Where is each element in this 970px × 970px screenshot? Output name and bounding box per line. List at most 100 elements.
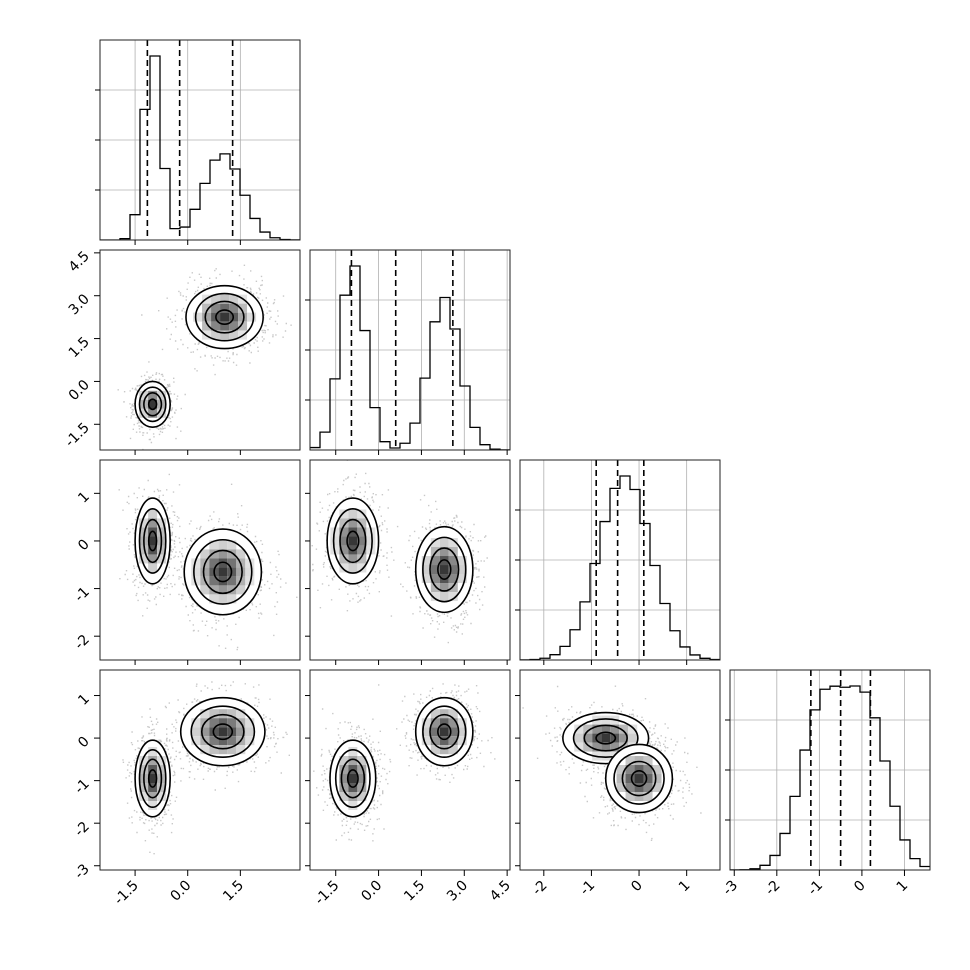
density-cell (218, 736, 228, 746)
density-cell (339, 783, 349, 793)
xtick-label-0-2: 1.5 (220, 878, 247, 905)
density-cell (202, 303, 212, 313)
density-cell (339, 563, 349, 573)
contour-3-2-0-1 (572, 718, 639, 759)
density-cell (610, 742, 620, 752)
density-cell (357, 554, 367, 564)
contour-2-1-0-0 (326, 497, 380, 585)
xtick-label-3-1: -2 (762, 878, 783, 899)
contour-2-0-0-3 (147, 530, 158, 552)
histogram-2 (520, 475, 720, 660)
density-cell (448, 709, 458, 719)
density-cell (628, 733, 638, 743)
ytick-label-3-3: 0 (75, 734, 93, 752)
density-cell (457, 574, 467, 584)
density-cell (339, 527, 349, 537)
density-cell (430, 736, 440, 746)
density-cell (236, 585, 246, 595)
density-cell (439, 565, 449, 575)
density-cell (157, 783, 167, 793)
density-cell (139, 783, 149, 793)
density-panel-1-0 (117, 264, 292, 450)
density-cell (148, 408, 158, 418)
density-panel-3-1 (313, 683, 496, 842)
contour-1-0-1-2 (204, 300, 245, 334)
density-cell (191, 718, 201, 728)
density-cell (448, 736, 458, 746)
density-cell (357, 765, 367, 775)
contour-3-1-1-0 (414, 696, 474, 767)
density-cell (457, 736, 467, 746)
frame-1-0 (99, 249, 301, 451)
contour-1-0-1-0 (185, 284, 264, 350)
histogram-panel-3 (730, 670, 930, 870)
density-cell (157, 390, 167, 400)
density-cell (448, 718, 458, 728)
density-cell (601, 724, 611, 734)
contour-2-1-0-1 (332, 508, 373, 574)
density-cell (339, 765, 349, 775)
density-cell (157, 518, 167, 528)
density-cell (245, 567, 255, 577)
density-cell (619, 724, 629, 734)
contour-2-0-1-2 (202, 549, 243, 595)
density-cell (209, 709, 219, 719)
density-cell (348, 563, 358, 573)
density-cell (229, 321, 239, 331)
contour-3-2-1-0 (604, 743, 674, 814)
density-cell (236, 709, 246, 719)
ytick-label-1-3: 3.0 (66, 291, 93, 318)
density-cell (643, 774, 653, 784)
density-cell (348, 792, 358, 802)
density-cell (238, 321, 248, 331)
xtick-label-2-2: 0 (628, 878, 646, 896)
frame-2-1 (309, 459, 511, 661)
density-cell (430, 538, 440, 548)
density-cell (236, 567, 246, 577)
xtick-label-2-0: -2 (529, 878, 550, 899)
contour-1-0-1-1 (194, 292, 255, 342)
density-cell (421, 565, 431, 575)
contour-2-0-1-0 (183, 528, 263, 616)
density-cell (348, 518, 358, 528)
xtick-label-2-3: 1 (676, 878, 694, 896)
density-cell (236, 549, 246, 559)
density-cell (209, 558, 219, 568)
density-cell (583, 742, 593, 752)
density-cell (457, 718, 467, 728)
xtick-label-0-0: -1.5 (111, 878, 142, 909)
contour-3-1-1-2 (429, 713, 460, 750)
ytick-label-3-4: 1 (75, 691, 93, 709)
density-cell (628, 724, 638, 734)
density-cell (634, 792, 644, 802)
density-cell (348, 509, 358, 519)
xtick-label-2-1: -1 (577, 878, 598, 899)
density-cell (139, 554, 149, 564)
contour-3-0-1-0 (179, 696, 266, 767)
density-cell (148, 554, 158, 564)
density-cell (229, 294, 239, 304)
density-cell (616, 783, 626, 793)
density-cell (448, 727, 458, 737)
density-cell (357, 774, 367, 784)
density-cell (193, 312, 203, 322)
density-cell (448, 556, 458, 566)
density-cell (592, 724, 602, 734)
density-cell (200, 567, 210, 577)
contour-3-0-0-2 (143, 758, 163, 799)
density-cell (439, 736, 449, 746)
density-cell (457, 556, 467, 566)
density-cell (209, 736, 219, 746)
contour-3-0-0-1 (138, 748, 167, 809)
contour-1-0-0-2 (143, 392, 163, 417)
histogram-1 (310, 265, 510, 450)
density-cell (430, 727, 440, 737)
ytick-label-2-3: 1 (75, 489, 93, 507)
density-cell (421, 718, 431, 728)
contour-3-2-1-1 (613, 752, 665, 805)
density-cell (209, 585, 219, 595)
density-cell (211, 294, 221, 304)
density-cell (643, 756, 653, 766)
histogram-panel-1 (310, 250, 510, 450)
